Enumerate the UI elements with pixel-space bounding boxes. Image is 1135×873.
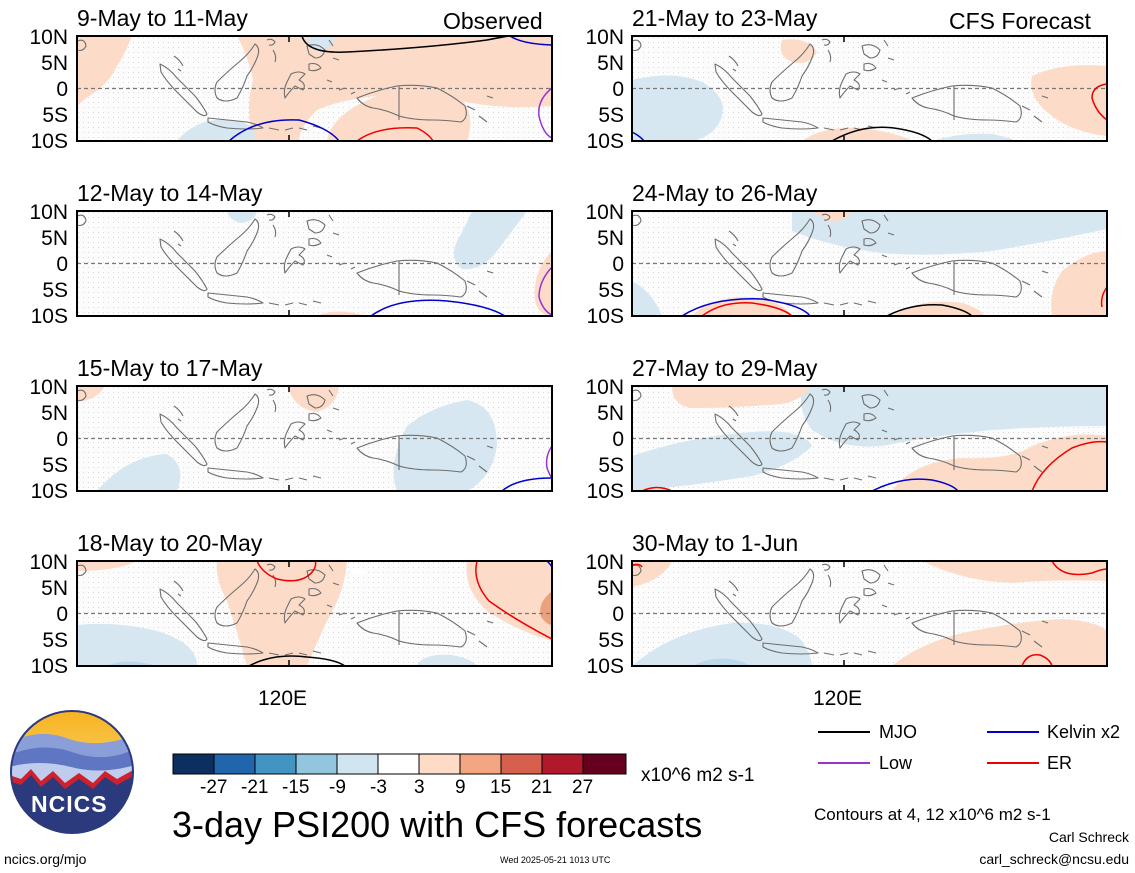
- colorbar-tick: -3: [370, 777, 387, 798]
- contours-note: Contours at 4, 12 x10^6 m2 s-1: [814, 805, 1051, 824]
- panel-title-7: 27-May to 29-May: [632, 355, 818, 381]
- lat-label: 10S: [30, 480, 68, 503]
- lat-label: 10N: [585, 376, 624, 399]
- lat-label: 10S: [586, 130, 624, 153]
- lat-label: 5N: [41, 577, 68, 600]
- lat-label: 5S: [42, 279, 68, 302]
- lat-label: 10N: [29, 376, 68, 399]
- legend-label-kelvin: Kelvin x2: [1047, 722, 1121, 742]
- colorbar-tick: 9: [455, 777, 466, 798]
- panel-map-3: [76, 385, 553, 492]
- chart-title: 3-day PSI200 with CFS forecasts: [172, 804, 703, 845]
- colorbar-swatch: [336, 753, 379, 775]
- lat-label: 5N: [597, 402, 624, 425]
- lat-label: 5N: [41, 227, 68, 250]
- lat-label: 0: [612, 428, 624, 451]
- panel-title-8: 30-May to 1-Jun: [632, 530, 799, 556]
- lat-label: 5S: [42, 454, 68, 477]
- lat-label: 10S: [30, 130, 68, 153]
- colorbar-swatch: [377, 753, 420, 775]
- colorbar-tick: 3: [414, 777, 425, 798]
- colorbar-tick: -15: [282, 777, 310, 798]
- panel-map-4: [76, 560, 553, 667]
- lat-label: 0: [612, 603, 624, 626]
- lat-label: 5N: [597, 577, 624, 600]
- logo-text: NCICS: [31, 791, 108, 817]
- panel-map-8: [631, 560, 1108, 667]
- lat-label: 5N: [597, 52, 624, 75]
- lat-label: 0: [56, 428, 68, 451]
- lat-label: 5S: [598, 104, 624, 127]
- colorbar-tick: 27: [572, 777, 594, 798]
- lat-label: 10N: [585, 201, 624, 224]
- lon-label-left: 120E: [258, 687, 308, 710]
- colorbar-tick: -21: [241, 777, 269, 798]
- colorbar-swatch: [582, 753, 627, 775]
- lat-label: 10N: [29, 551, 68, 574]
- colorbar-units: x10^6 m2 s-1: [641, 765, 755, 786]
- lat-label: 0: [56, 78, 68, 101]
- panel-map-5: [631, 35, 1108, 142]
- lat-label: 10N: [585, 26, 624, 49]
- panel-title-4: 18-May to 20-May: [77, 530, 263, 556]
- panel-title-2: 12-May to 14-May: [77, 180, 263, 206]
- panel-title-6: 24-May to 26-May: [632, 180, 818, 206]
- colorbar-swatch: [418, 753, 461, 775]
- colorbar-tick: -27: [200, 777, 228, 798]
- footer-timestamp: Wed 2025-05-21 1013 UTC: [500, 855, 611, 865]
- panel-map-1: [76, 35, 553, 142]
- colorbar-swatch: [172, 753, 215, 775]
- legend-label-low: Low: [879, 753, 913, 773]
- lat-label: 10N: [29, 201, 68, 224]
- lat-label: 0: [56, 603, 68, 626]
- lat-label: 5S: [42, 104, 68, 127]
- panel-map-2: [76, 210, 553, 317]
- lat-label: 10S: [30, 305, 68, 328]
- colorbar-swatch: [541, 753, 584, 775]
- panel-map-7: [631, 385, 1108, 492]
- lat-label: 10S: [586, 480, 624, 503]
- colorbar-swatch: [254, 753, 297, 775]
- colorbar-tick: 15: [490, 777, 512, 798]
- colorbar-tick: -9: [329, 777, 346, 798]
- colorbar-tick: 21: [531, 777, 553, 798]
- footer-author: Carl Schreck: [1048, 829, 1129, 845]
- ncics-logo: [10, 710, 134, 834]
- colorbar-swatch: [213, 753, 256, 775]
- lat-label: 10N: [29, 26, 68, 49]
- legend-label-mjo: MJO: [879, 722, 917, 742]
- lat-label: 10S: [30, 655, 68, 678]
- lat-label: 0: [612, 78, 624, 101]
- lat-label: 10S: [586, 655, 624, 678]
- colorbar: [172, 753, 627, 775]
- colorbar-swatch: [500, 753, 543, 775]
- colorbar-ticks: -27 -21 -15 -9 -3 3 9 15 21 27: [172, 777, 632, 799]
- lat-label: 5N: [41, 52, 68, 75]
- colorbar-swatch: [295, 753, 338, 775]
- lat-label: 0: [56, 253, 68, 276]
- lat-label: 5S: [598, 454, 624, 477]
- panel-title-3: 15-May to 17-May: [77, 355, 263, 381]
- lat-label: 5S: [598, 279, 624, 302]
- legend-label-er: ER: [1047, 753, 1073, 773]
- lon-label-right: 120E: [813, 687, 863, 710]
- lat-label: 0: [612, 253, 624, 276]
- lat-label: 5S: [42, 629, 68, 652]
- panel-title-1: 9-May to 11-May: [77, 5, 248, 31]
- lat-label: 5N: [597, 227, 624, 250]
- lat-label: 5S: [598, 629, 624, 652]
- forecast-label: CFS Forecast: [949, 8, 1091, 34]
- footer-url[interactable]: ncics.org/mjo: [4, 851, 87, 867]
- observed-label: Observed: [443, 8, 543, 34]
- map-panels: [76, 35, 1108, 667]
- footer-email[interactable]: carl_schreck@ncsu.edu: [979, 851, 1129, 867]
- lat-label: 5N: [41, 402, 68, 425]
- lat-label: 10N: [585, 551, 624, 574]
- contour-legend-lines: [818, 731, 1039, 764]
- lat-label: 10S: [586, 305, 624, 328]
- panel-map-6: [631, 210, 1108, 317]
- colorbar-swatch: [459, 753, 502, 775]
- panel-title-5: 21-May to 23-May: [632, 5, 818, 31]
